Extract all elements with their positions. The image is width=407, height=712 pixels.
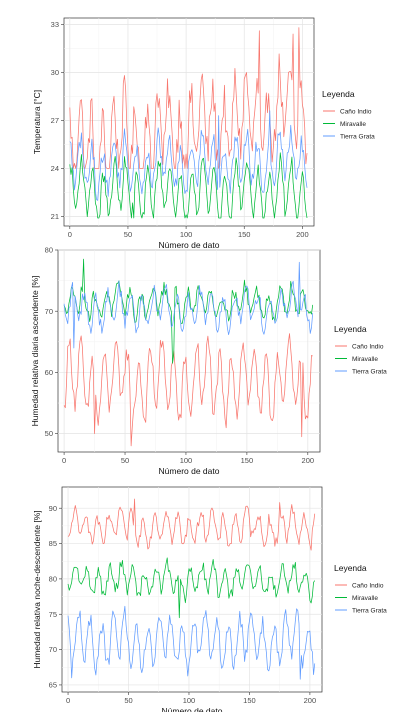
x-axis-title: Número de dato bbox=[159, 240, 220, 250]
x-tick-label: 200 bbox=[296, 230, 309, 239]
y-tick-label: 50 bbox=[45, 429, 53, 438]
legend-label: Miravalle bbox=[352, 356, 378, 363]
x-tick-label: 200 bbox=[304, 696, 317, 705]
series-line-tierra-grata bbox=[67, 605, 316, 680]
plot-area bbox=[57, 249, 321, 453]
y-tick-label: 80 bbox=[49, 574, 57, 583]
series-line-ca-o-indio bbox=[63, 333, 313, 447]
chart-panel-1: 0 50 100 150 200 21 24 27 30 33 Número de dato Temp… bbox=[32, 17, 375, 250]
y-tick-label: 75 bbox=[49, 610, 57, 619]
y-tick-label: 90 bbox=[49, 504, 57, 513]
x-axis-title: Número de dato bbox=[162, 706, 223, 712]
legend-title: Leyenda bbox=[334, 563, 367, 573]
y-tick-label: 60 bbox=[45, 368, 53, 377]
legend-label: Tierra Grata bbox=[352, 607, 387, 614]
chart-panel-3: 0 50 100 150 200 65 70 75 80 85 90 Número de dato Hu… bbox=[32, 486, 387, 712]
y-tick-label: 65 bbox=[49, 681, 57, 690]
legend-title: Leyenda bbox=[334, 324, 367, 334]
legend-label: Tierra Grata bbox=[340, 133, 375, 140]
chart-panel-2: 0 50 100 150 200 50 60 70 80 Número de dato Humeda… bbox=[30, 246, 387, 476]
x-tick-label: 150 bbox=[243, 696, 256, 705]
series-line-ca-o-indio bbox=[69, 27, 308, 169]
legend-label: Miravalle bbox=[352, 595, 378, 602]
legend-label: Caño Indio bbox=[352, 343, 384, 350]
x-tick-label: 100 bbox=[180, 230, 193, 239]
series-line-ca-o-indio bbox=[67, 498, 316, 551]
y-tick-label: 80 bbox=[45, 246, 53, 255]
x-tick-label: 200 bbox=[302, 456, 315, 465]
x-tick-label: 0 bbox=[62, 456, 66, 465]
series-line-miravalle bbox=[69, 152, 308, 219]
x-tick-label: 50 bbox=[124, 696, 132, 705]
x-tick-label: 100 bbox=[183, 696, 196, 705]
y-axis-title: Humedad relativa noche-descendente [%] bbox=[32, 510, 42, 668]
x-tick-label: 150 bbox=[238, 230, 251, 239]
x-axis-title: Número de dato bbox=[159, 466, 220, 476]
series-line-tierra-grata bbox=[69, 110, 308, 201]
legend-label: Tierra Grata bbox=[352, 368, 387, 375]
x-tick-label: 0 bbox=[68, 230, 72, 239]
y-tick-label: 85 bbox=[49, 539, 57, 548]
y-tick-label: 24 bbox=[51, 164, 59, 173]
legend-label: Miravalle bbox=[340, 121, 366, 128]
x-tick-label: 50 bbox=[121, 456, 129, 465]
y-tick-label: 33 bbox=[51, 20, 59, 29]
legend-title: Leyenda bbox=[322, 89, 355, 99]
series-line-miravalle bbox=[67, 557, 316, 619]
series-line-tierra-grata bbox=[63, 261, 314, 349]
legend: Leyenda Caño Indio Miravalle Tierra Grata bbox=[334, 563, 387, 614]
plot-area bbox=[61, 486, 323, 693]
legend-label: Caño Indio bbox=[352, 582, 384, 589]
legend-label: Caño Indio bbox=[340, 108, 372, 115]
x-tick-label: 50 bbox=[124, 230, 132, 239]
y-axis-title: Humedad relativa diaria ascendente [%] bbox=[30, 276, 40, 427]
y-tick-label: 21 bbox=[51, 212, 59, 221]
x-tick-label: 100 bbox=[180, 456, 193, 465]
y-tick-label: 70 bbox=[45, 307, 53, 316]
y-tick-label: 30 bbox=[51, 68, 59, 77]
legend: Leyenda Caño Indio Miravalle Tierra Grata bbox=[334, 324, 387, 375]
legend: Leyenda Caño Indio Miravalle Tierra Grata bbox=[322, 89, 375, 140]
y-axis-title: Temperatura [°C] bbox=[32, 90, 42, 154]
x-tick-label: 150 bbox=[241, 456, 254, 465]
y-tick-label: 70 bbox=[49, 645, 57, 654]
y-tick-label: 27 bbox=[51, 116, 59, 125]
series-line-miravalle bbox=[63, 258, 314, 364]
x-tick-label: 0 bbox=[66, 696, 70, 705]
